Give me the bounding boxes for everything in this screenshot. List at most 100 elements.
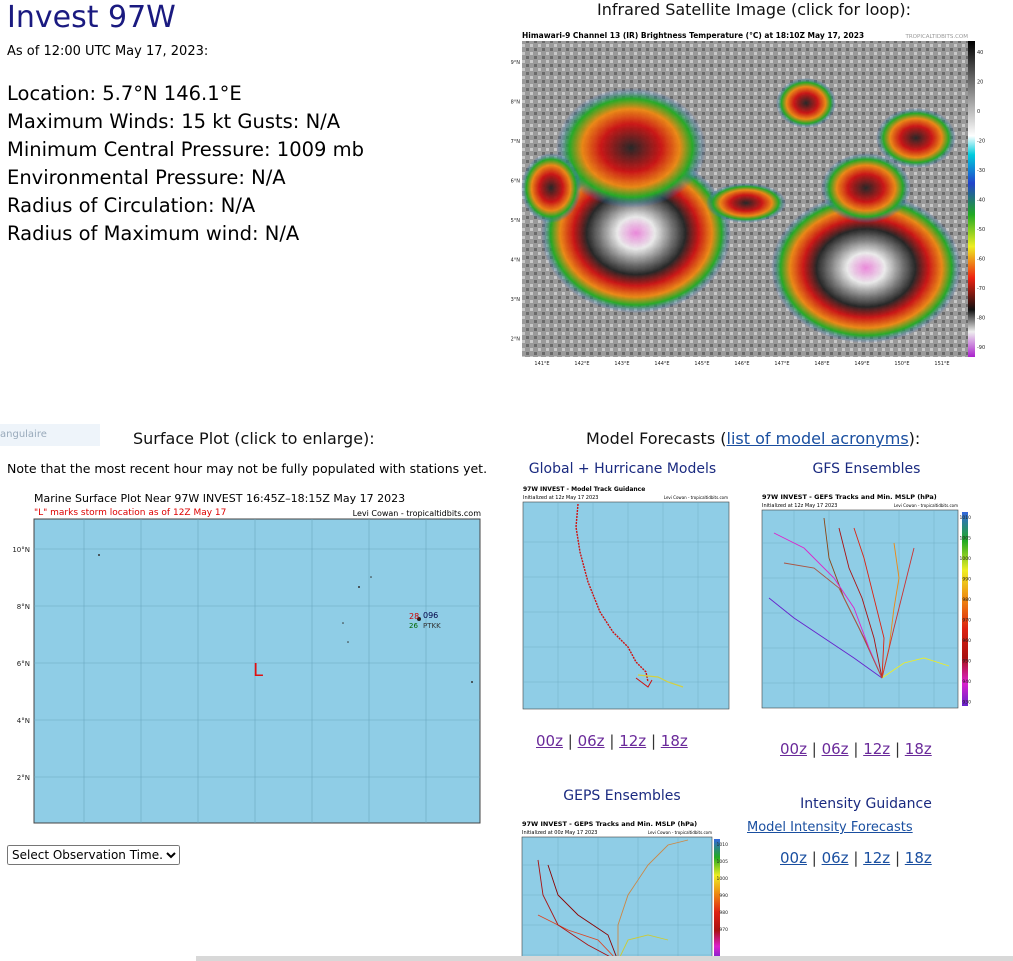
intensity-run-18z[interactable]: 18z bbox=[904, 849, 932, 867]
satellite-scale-label: -30 bbox=[977, 168, 985, 174]
geps-scale-label: 990 bbox=[719, 893, 728, 899]
geps-ensembles-image: 97W INVEST - GEPS Tracks and Min. MSLP (… bbox=[521, 820, 728, 961]
satellite-heading: Infrared Satellite Image (click for loop… bbox=[597, 0, 911, 19]
satellite-scale-label: 20 bbox=[977, 80, 983, 86]
intensity-run-00z[interactable]: 00z bbox=[780, 849, 807, 867]
satellite-lon-label: 141°E bbox=[534, 361, 549, 367]
gfs-scale-label: 950 bbox=[962, 659, 971, 665]
global-map-credit: Levi Cowan - tropicaltidbits.com bbox=[664, 495, 728, 500]
faded-overlay-label: angulaire bbox=[0, 424, 100, 446]
satellite-lon-label: 142°E bbox=[574, 361, 589, 367]
satellite-image-link[interactable]: Himawari-9 Channel 13 (IR) Brightness Te… bbox=[506, 28, 986, 368]
surface-lat-label: 8°N bbox=[17, 603, 30, 611]
satellite-scale-label: 40 bbox=[977, 50, 983, 56]
satellite-lat-label: 9°N bbox=[511, 60, 521, 66]
satellite-lon-label: 143°E bbox=[614, 361, 629, 367]
gfs-scale-label: 1005 bbox=[960, 536, 972, 542]
gfs-scale-label: 1000 bbox=[960, 556, 972, 562]
geps-map-credit: Levi Cowan - tropicaltidbits.com bbox=[648, 830, 712, 835]
satellite-lat-label: 6°N bbox=[511, 179, 521, 185]
model-intensity-forecasts-link[interactable]: Model Intensity Forecasts bbox=[747, 820, 913, 835]
intensity-run-links: 00z | 06z | 12z | 18z bbox=[780, 849, 932, 867]
gfs-scale-label: 960 bbox=[962, 638, 971, 644]
gfs-run-06z[interactable]: 06z bbox=[821, 740, 849, 758]
satellite-lon-label: 146°E bbox=[734, 361, 749, 367]
satellite-scale-label: -40 bbox=[977, 198, 985, 204]
satellite-lat-label: 2°N bbox=[511, 337, 521, 343]
storm-title: Invest 97W bbox=[7, 0, 176, 35]
surface-lat-label: 10°N bbox=[12, 546, 30, 554]
satellite-lon-label: 147°E bbox=[774, 361, 789, 367]
gfs-run-12z[interactable]: 12z bbox=[863, 740, 891, 758]
satellite-lon-label: 149°E bbox=[854, 361, 869, 367]
gfs-run-00z[interactable]: 00z bbox=[780, 740, 807, 758]
gfs-run-18z[interactable]: 18z bbox=[904, 740, 932, 758]
intensity-guidance-heading: Intensity Guidance bbox=[800, 796, 932, 812]
surface-plot-link[interactable]: Marine Surface Plot Near 97W INVEST 16:4… bbox=[5, 486, 489, 836]
geps-scale-label: 970 bbox=[719, 927, 728, 933]
surface-lat-label: 2°N bbox=[17, 774, 30, 782]
geps-scale-label: 1010 bbox=[717, 842, 728, 848]
global-run-06z[interactable]: 06z bbox=[577, 732, 605, 750]
station-id: PTKK bbox=[423, 622, 441, 630]
gfs-ensembles-image: 97W INVEST - GEFS Tracks and Min. MSLP (… bbox=[761, 493, 972, 709]
model-heading-prefix: Model Forecasts ( bbox=[586, 429, 727, 448]
horizontal-scrollbar[interactable] bbox=[196, 956, 1013, 961]
station-pressure: 096 bbox=[423, 611, 438, 620]
global-run-00z[interactable]: 00z bbox=[536, 732, 563, 750]
geps-scale-label: 1000 bbox=[717, 876, 728, 882]
surface-map-title: Marine Surface Plot Near 97W INVEST 16:4… bbox=[34, 492, 405, 505]
satellite-lat-label: 3°N bbox=[511, 297, 521, 303]
satellite-lat-label: 7°N bbox=[511, 139, 521, 145]
geps-ensembles-image-link[interactable]: 97W INVEST - GEPS Tracks and Min. MSLP (… bbox=[518, 815, 728, 961]
satellite-lat-label: 8°N bbox=[511, 100, 521, 106]
satellite-credit: TROPICALTIDBITS.COM bbox=[905, 34, 969, 40]
gfs-scale-label: 940 bbox=[962, 679, 971, 685]
gfs-scale-label: 970 bbox=[962, 618, 971, 624]
stat-radius-max-wind: Radius of Maximum wind: N/A bbox=[7, 222, 300, 245]
satellite-scale-label: -20 bbox=[977, 139, 985, 145]
global-run-18z[interactable]: 18z bbox=[660, 732, 688, 750]
global-run-12z[interactable]: 12z bbox=[619, 732, 647, 750]
satellite-lon-label: 151°E bbox=[934, 361, 949, 367]
model-heading-suffix: ): bbox=[908, 429, 921, 448]
geps-scale-label: 1005 bbox=[717, 859, 728, 865]
global-models-image: 97W INVEST - Model Track Guidance Initia… bbox=[522, 486, 730, 710]
gfs-ensembles-image-link[interactable]: 97W INVEST - GEFS Tracks and Min. MSLP (… bbox=[744, 488, 972, 710]
intensity-run-06z[interactable]: 06z bbox=[821, 849, 849, 867]
satellite-scale-label: -50 bbox=[977, 227, 985, 233]
geps-ensembles-heading: GEPS Ensembles bbox=[563, 788, 681, 804]
intensity-run-12z[interactable]: 12z bbox=[863, 849, 891, 867]
observation-time-select[interactable]: Select Observation Time... bbox=[7, 845, 180, 865]
satellite-scale-label: -90 bbox=[977, 345, 985, 351]
surface-plot-image: Marine Surface Plot Near 97W INVEST 16:4… bbox=[12, 492, 481, 836]
surface-heading: Surface Plot (click to enlarge): bbox=[133, 429, 375, 448]
model-acronyms-link[interactable]: list of model acronyms bbox=[726, 429, 909, 448]
stat-env-pressure: Environmental Pressure: N/A bbox=[7, 166, 286, 189]
satellite-caption: Himawari-9 Channel 13 (IR) Brightness Te… bbox=[522, 31, 864, 40]
global-models-image-link[interactable]: 97W INVEST - Model Track Guidance Initia… bbox=[518, 482, 734, 712]
gfs-scale-label: 1010 bbox=[960, 515, 972, 521]
satellite-lon-label: 150°E bbox=[894, 361, 909, 367]
satellite-scale-label: -60 bbox=[977, 257, 985, 263]
geps-map-title: 97W INVEST - GEPS Tracks and Min. MSLP (… bbox=[522, 820, 697, 828]
gfs-scale-label: 930 bbox=[962, 700, 971, 706]
global-run-links: 00z | 06z | 12z | 18z bbox=[536, 732, 688, 750]
satellite-lon-label: 148°E bbox=[814, 361, 829, 367]
station-dew: 26 bbox=[409, 622, 418, 630]
satellite-lat-label: 4°N bbox=[511, 258, 521, 264]
global-models-heading: Global + Hurricane Models bbox=[528, 461, 717, 477]
satellite-scale-label: -70 bbox=[977, 286, 985, 292]
satellite-image: Himawari-9 Channel 13 (IR) Brightness Te… bbox=[511, 31, 986, 367]
global-map-init: Initialized at 12z May 17 2023 bbox=[523, 495, 598, 501]
gfs-scale-label: 990 bbox=[962, 577, 971, 583]
surface-note: Note that the most recent hour may not b… bbox=[7, 461, 488, 476]
storm-location-marker: L bbox=[253, 660, 263, 681]
satellite-lat-label: 5°N bbox=[511, 218, 521, 224]
geps-scale-label: 980 bbox=[719, 910, 728, 916]
as-of-timestamp: As of 12:00 UTC May 17, 2023: bbox=[7, 44, 209, 59]
gfs-run-links: 00z | 06z | 12z | 18z bbox=[780, 740, 932, 758]
satellite-lon-label: 145°E bbox=[694, 361, 709, 367]
stat-radius-circulation: Radius of Circulation: N/A bbox=[7, 194, 256, 217]
surface-lat-label: 6°N bbox=[17, 660, 30, 668]
